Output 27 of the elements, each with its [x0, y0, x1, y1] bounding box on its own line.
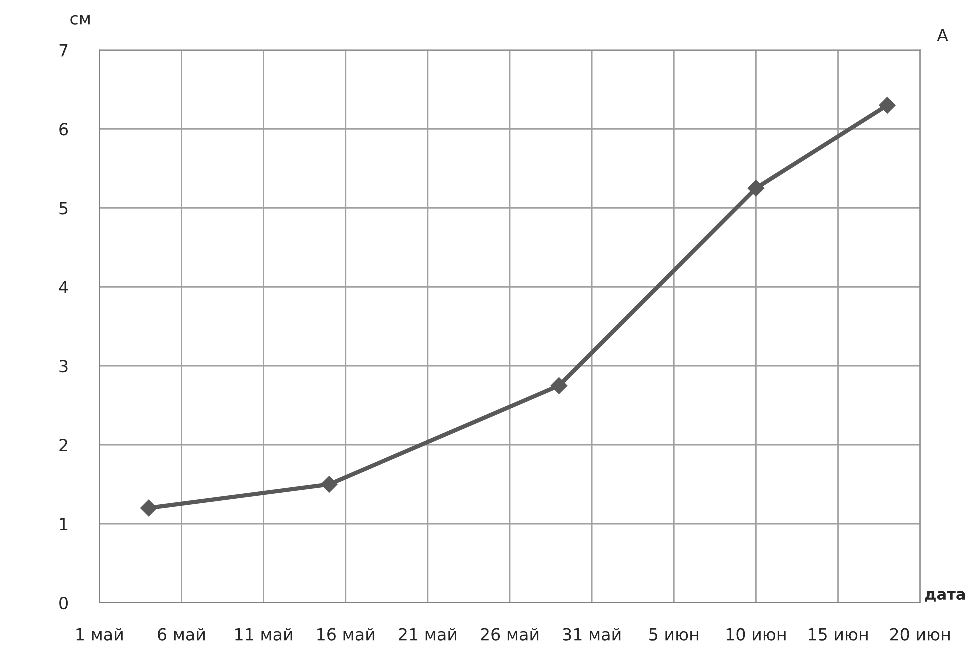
y-tick-label: 6 — [60, 123, 68, 136]
x-tick-label: 10 июн — [726, 628, 786, 641]
y-tick-label: 7 — [60, 44, 68, 57]
point — [321, 476, 338, 493]
x-tick-label: 5 июн — [650, 628, 698, 641]
text: A — [937, 29, 948, 42]
x-tick-label: 26 май — [481, 628, 539, 641]
x-tick-label: 11 май — [236, 628, 292, 641]
point — [879, 97, 896, 114]
x-tick-label: 31 май — [563, 628, 621, 641]
point — [140, 500, 158, 517]
y-tick-label: 0 — [60, 596, 68, 610]
x-tick-label: 15 июн — [808, 628, 868, 641]
x-axis-title: дата — [925, 591, 966, 602]
x-tick-label: 21 май — [399, 628, 456, 641]
x-tick-label: 1 май — [76, 628, 123, 641]
x-tick-label: 6 май — [158, 628, 205, 641]
y-tick-label: 5 — [60, 202, 68, 215]
x-tick-label: 16 май — [318, 628, 374, 641]
y-tick-label: 2 — [60, 439, 68, 452]
x-tick-label: 20 июн — [890, 628, 950, 641]
y-tick-label: 3 — [60, 360, 68, 373]
y-tick-label: 4 — [59, 281, 68, 294]
point — [550, 377, 568, 394]
y-axis-title: см — [70, 15, 90, 25]
point — [748, 180, 765, 197]
y-tick-label: 1 — [60, 518, 68, 530]
